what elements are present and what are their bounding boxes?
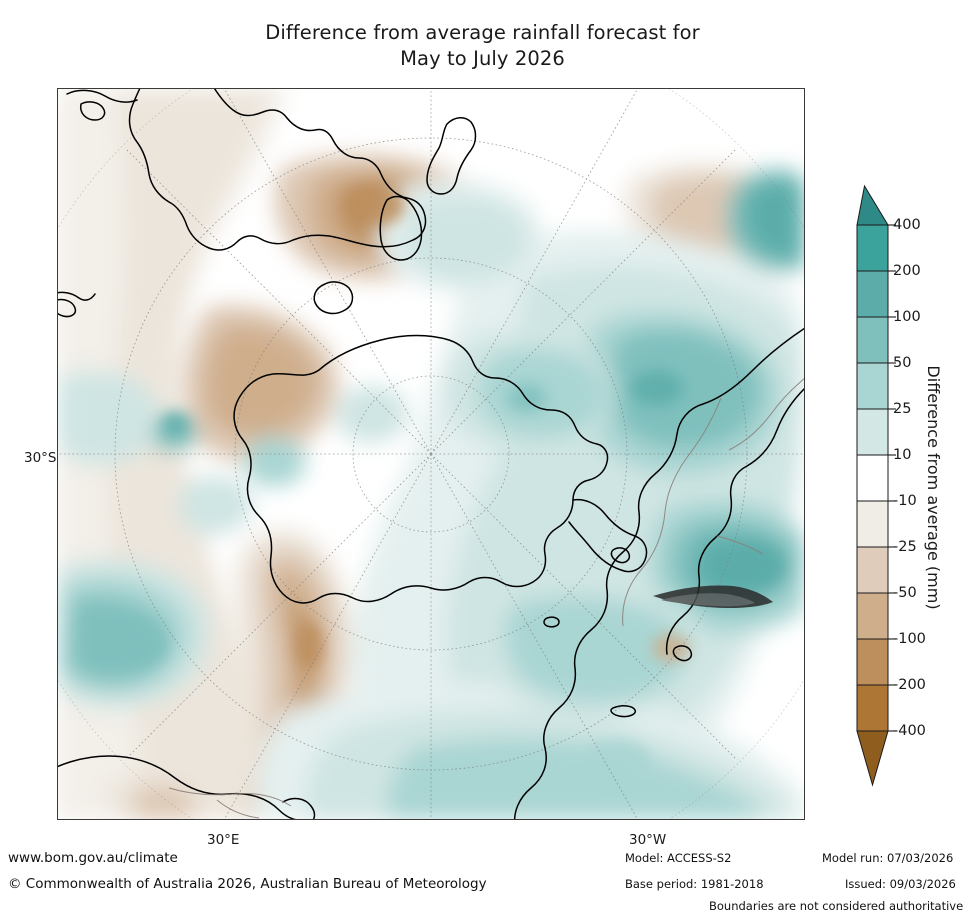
anomaly-detail-layer: [115, 186, 783, 780]
colorbar-band-neg25-neg10: [856, 500, 889, 548]
coastline-madagascar: [282, 797, 316, 820]
coastline-new-guinea: [66, 89, 138, 103]
colorbar-tick-neg50: -50: [893, 585, 917, 601]
colorbar-band-neg400-neg200: [856, 684, 889, 732]
coastline-south-america: [513, 327, 805, 820]
coastline-australia: [128, 88, 427, 251]
coastline-islands-nw: [79, 101, 106, 121]
colorbar-tick-10: 10: [893, 447, 912, 463]
title-line-1: Difference from average rainfall forecas…: [265, 21, 700, 44]
colorbar-tick-50: 50: [893, 355, 912, 371]
coastline-island-1: [610, 547, 631, 564]
page-title: Difference from average rainfall forecas…: [0, 20, 965, 72]
boundaries-disclaimer: Boundaries are not considered authoritat…: [709, 899, 964, 913]
political-boundaries: [168, 377, 805, 819]
base-period: Base period: 1981-2018: [625, 877, 764, 891]
colorbar-band-10-25: [856, 408, 889, 456]
axis-label-longitude-30e: 30°E: [207, 832, 240, 848]
coastline-falklands: [672, 645, 693, 662]
coastline-south-america-east: [665, 387, 805, 655]
colorbar-tick-400: 400: [893, 217, 921, 233]
colorbar-tick-25: 25: [893, 401, 912, 417]
coastlines: [57, 88, 805, 820]
coastline-antarctic-peninsula: [568, 498, 648, 573]
coastline-new-zealand-south: [379, 195, 423, 261]
colorbar-axis-title: Difference from average (mm): [924, 365, 943, 610]
colorbar-tick-200: 200: [893, 263, 921, 279]
coastline-south-georgia: [610, 705, 637, 718]
axis-label-longitude-30w: 30°W: [629, 832, 667, 848]
colorbar-ticks: [888, 224, 896, 732]
coastline-southern-africa: [57, 755, 310, 820]
bom-website-link[interactable]: www.bom.gov.au/climate: [8, 850, 178, 866]
colorbar-band-neg100-neg50: [856, 592, 889, 640]
colorbar-tick-neg400: -400: [893, 723, 926, 739]
colorbar-band-below-neg400: [856, 730, 889, 787]
coastline-new-zealand-north: [426, 117, 477, 195]
colorbar-tick-neg25: -25: [893, 539, 917, 555]
colorbar-tick-neg100: -100: [893, 631, 926, 647]
terrain-texture: [653, 585, 773, 608]
colorbar-band-50-100: [856, 316, 889, 364]
title-line-2: May to July 2026: [400, 47, 565, 70]
colorbar-svg: [856, 184, 896, 787]
rainfall-anomaly-map[interactable]: [57, 88, 805, 820]
map-frame: [57, 88, 805, 820]
colorbar-band-above-400: [856, 184, 889, 226]
model-name: Model: ACCESS-S2: [625, 851, 732, 865]
coastline-antarctica: [233, 334, 609, 604]
colorbar-band-25-50: [856, 362, 889, 410]
copyright-notice: © Commonwealth of Australia 2026, Austra…: [8, 876, 487, 892]
colorbar-tick-100: 100: [893, 309, 921, 325]
graticule: [57, 88, 805, 820]
colorbar-band-neg200-neg100: [856, 638, 889, 686]
coastline-africa-2: [57, 298, 77, 318]
colorbar-tick-neg10: -10: [893, 493, 917, 509]
colorbar-band-neg50-neg25: [856, 546, 889, 594]
colorbar-band-100-200: [856, 270, 889, 318]
colorbar-band-200-400: [856, 224, 889, 272]
colorbar-tick-labels: 400 200 100 50 25 10 -10 -25 -50 -100 -2…: [893, 180, 953, 795]
colorbar-bands: [856, 184, 889, 787]
colorbar[interactable]: 400 200 100 50 25 10 -10 -25 -50 -100 -2…: [855, 180, 926, 795]
map-svg: [57, 88, 805, 820]
coastline-island-2: [543, 616, 560, 628]
colorbar-tick-neg200: -200: [893, 677, 926, 693]
coastline-tasmania: [313, 281, 354, 315]
axis-label-latitude-30s: 30°S: [24, 450, 57, 466]
issued-date: Issued: 09/03/2026: [845, 877, 956, 891]
colorbar-band-neg10-10: [856, 454, 889, 502]
model-run-date: Model run: 07/03/2026: [822, 851, 954, 865]
